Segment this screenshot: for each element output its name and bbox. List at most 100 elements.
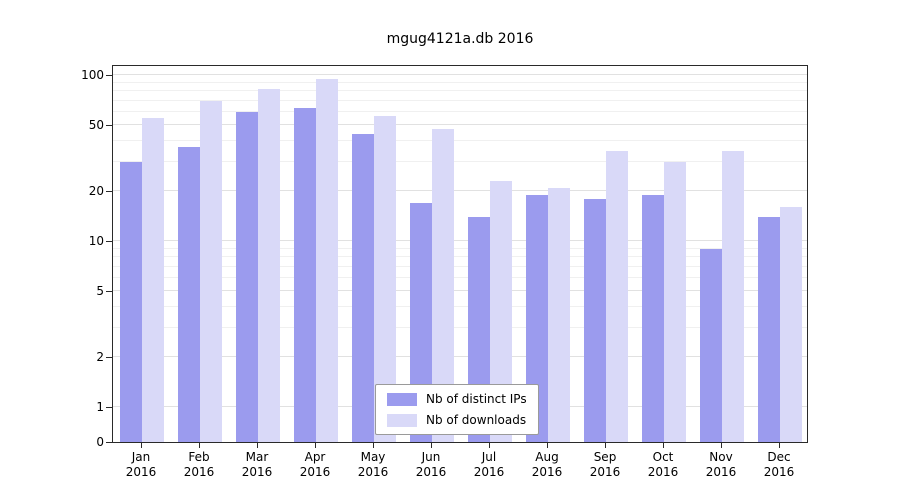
bar	[700, 248, 722, 442]
x-tick-month: Feb	[188, 450, 210, 464]
y-tick-label: 100	[81, 68, 104, 82]
x-tick-label: Oct 2016	[634, 450, 692, 480]
x-tick-mark	[721, 443, 722, 448]
bar	[236, 111, 258, 442]
legend-swatch	[387, 413, 417, 427]
x-tick-label: Mar 2016	[228, 450, 286, 480]
x-tick-mark	[141, 443, 142, 448]
bar	[352, 134, 374, 442]
minor-gridline	[113, 90, 807, 92]
x-tick-label: Apr 2016	[286, 450, 344, 480]
legend-label: Nb of downloads	[426, 413, 527, 427]
bar	[606, 150, 628, 442]
bar	[258, 89, 280, 442]
x-tick-year: 2016	[125, 465, 157, 479]
y-tick-mark	[106, 357, 112, 359]
legend-item: Nb of distinct IPs	[387, 392, 527, 406]
x-tick-month: Apr	[304, 450, 326, 464]
x-tick-mark	[199, 443, 200, 448]
x-tick-label: Jun 2016	[402, 450, 460, 480]
x-tick-label: Feb 2016	[170, 450, 228, 480]
minor-gridline	[113, 81, 807, 83]
bar	[526, 194, 548, 442]
x-tick-month: Jan	[131, 450, 151, 464]
x-tick-month: Dec	[767, 450, 791, 464]
x-tick-mark	[779, 443, 780, 448]
minor-gridline	[113, 247, 807, 249]
x-tick-year: 2016	[763, 465, 795, 479]
y-tick-label: 50	[88, 117, 104, 132]
y-tick-mark	[106, 75, 112, 76]
x-tick-mark	[547, 443, 548, 448]
x-tick-mark	[663, 443, 664, 448]
minor-gridline	[113, 326, 807, 328]
bar	[722, 150, 744, 442]
bar	[410, 202, 432, 442]
x-tick-month: Sep	[593, 450, 617, 464]
x-tick-label: Nov 2016	[692, 450, 750, 480]
major-gridline	[113, 289, 807, 291]
y-tick-mark	[106, 124, 112, 126]
chart-title: mgug4121a.db 2016	[386, 31, 534, 47]
major-gridline	[113, 356, 807, 358]
legend: Nb of distinct IPs Nb of downloads	[375, 384, 539, 435]
bar	[432, 129, 454, 442]
minor-gridline	[113, 306, 807, 308]
x-tick-mark	[315, 443, 316, 448]
x-tick-year: 2016	[357, 465, 389, 479]
legend-item: Nb of downloads	[387, 413, 527, 427]
x-tick-mark	[489, 443, 490, 448]
plot-area: Nb of distinct IPs Nb of downloads	[112, 65, 808, 443]
minor-gridline	[113, 265, 807, 267]
y-tick-label: 2	[96, 350, 104, 365]
x-tick-label: Jan 2016	[112, 450, 170, 480]
bar	[780, 207, 802, 442]
y-tick-mark	[106, 290, 112, 292]
major-gridline	[113, 123, 807, 125]
y-tick-mark	[106, 241, 112, 242]
bar	[642, 194, 664, 442]
bar	[200, 100, 222, 442]
y-tick-mark	[106, 442, 112, 443]
bar	[490, 180, 512, 442]
y-tick-label: 1	[96, 400, 104, 414]
x-tick-year: 2016	[415, 465, 447, 479]
x-tick-month: Jul	[481, 450, 497, 464]
minor-gridline	[113, 110, 807, 112]
x-tick-mark	[373, 443, 374, 448]
y-tick-label: 20	[88, 184, 104, 199]
legend-label: Nb of distinct IPs	[426, 392, 527, 406]
x-tick-label: Sep 2016	[576, 450, 634, 480]
bar	[584, 198, 606, 442]
bar	[374, 115, 396, 442]
x-tick-label: Dec 2016	[750, 450, 808, 480]
x-tick-year: 2016	[183, 465, 215, 479]
x-tick-year: 2016	[589, 465, 621, 479]
x-tick-year: 2016	[473, 465, 505, 479]
x-tick-label: May 2016	[344, 450, 402, 480]
x-tick-month: Jun	[421, 450, 441, 464]
x-tick-label: Jul 2016	[460, 450, 518, 480]
bar	[120, 161, 142, 442]
major-gridline	[113, 190, 807, 192]
y-tick-mark	[106, 191, 112, 193]
x-tick-mark	[605, 443, 606, 448]
y-tick-mark	[106, 407, 112, 408]
x-tick-mark	[431, 443, 432, 448]
minor-gridline	[113, 99, 807, 101]
x-tick-month: Nov	[709, 450, 733, 464]
x-tick-month: Mar	[245, 450, 269, 464]
minor-gridline	[113, 256, 807, 258]
bar	[664, 161, 686, 442]
x-tick-month: Oct	[652, 450, 674, 464]
minor-gridline	[113, 140, 807, 142]
bar	[294, 108, 316, 442]
bar	[548, 187, 570, 442]
y-tick-label: 0	[96, 435, 104, 449]
bar	[316, 78, 338, 442]
minor-gridline	[113, 160, 807, 162]
x-tick-year: 2016	[241, 465, 273, 479]
x-tick-mark	[257, 443, 258, 448]
x-tick-year: 2016	[531, 465, 563, 479]
